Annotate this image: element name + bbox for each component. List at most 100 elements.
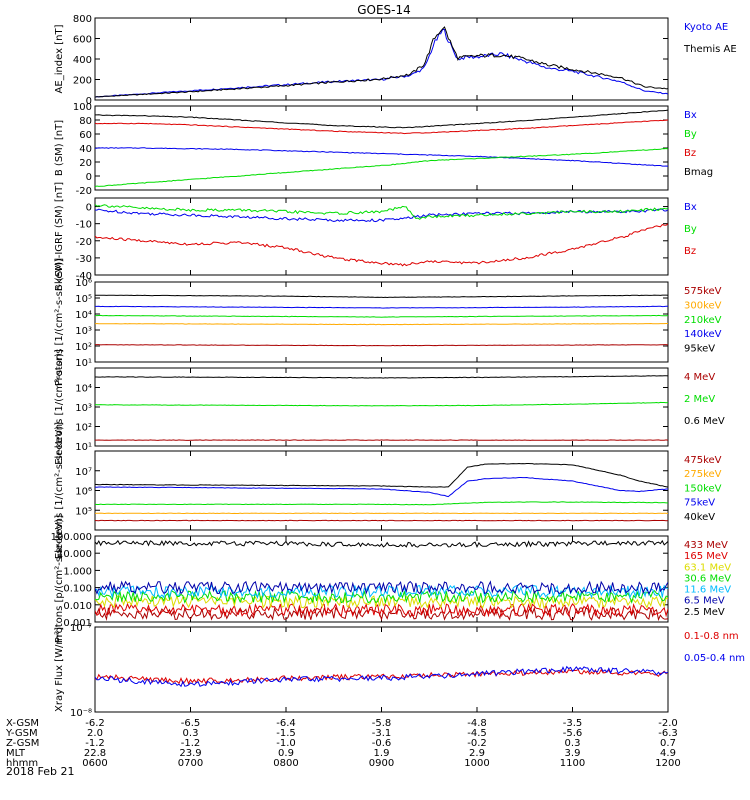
series-line-433-mev: [95, 606, 668, 622]
date-label: 2018 Feb 21: [6, 765, 74, 778]
legend: 0.1-0.8 nm 0.05-0.4 nm: [684, 631, 745, 664]
y-tick-label: 10⁵: [75, 506, 92, 517]
y-tick-label: 10.000: [57, 549, 92, 560]
y-axis-label: Protons [1/(cm²-s-sr-keV)]: [54, 258, 65, 386]
y-tick-label: 0: [86, 203, 92, 214]
legend: 4 MeV 2 MeV 0.6 MeV: [684, 372, 725, 427]
y-tick-label: 0.001: [63, 618, 92, 629]
x-ticks: [94, 18, 669, 100]
y-tick-label: 10⁴: [75, 384, 92, 395]
series-line-6-5-mev: [95, 580, 668, 595]
panel-frame: [94, 17, 669, 101]
ephemeris-row-label: MLT: [6, 748, 26, 759]
legend-entry: Bz: [684, 148, 696, 159]
y-tick-label: 0: [86, 96, 92, 107]
series-line-by: [95, 204, 668, 220]
ephemeris-value: -5.8: [372, 718, 392, 729]
legend-entry: 0.1-0.8 nm: [684, 631, 739, 642]
series-line-themis-ae: [95, 26, 668, 98]
series-line-bz: [95, 119, 668, 135]
ephemeris-row-label: X-GSM: [6, 718, 39, 729]
legend-entry: 0.6 MeV: [684, 416, 725, 427]
ephemeris-value: -0.2: [467, 738, 487, 749]
y-tick-label: 1.000: [63, 566, 92, 577]
y-tick-label: 0.010: [63, 601, 92, 612]
legend-entry: Bmag: [684, 167, 713, 178]
y-axis-label: Electrons [1/(cm²-s-sr-keV)]: [54, 422, 65, 559]
y-tick-label: 400: [73, 55, 92, 66]
y-ticks: 10⁵ 10⁶ 10⁷: [75, 467, 668, 517]
ephemeris-value: 0700: [178, 758, 203, 769]
legend-entry: 165 MeV: [684, 551, 728, 562]
legend-entry: Bx: [684, 110, 697, 121]
y-axis-label: B (SM) [nT]: [54, 120, 65, 176]
y-axis-label: Electrons [1/(cm²-s-sr)]: [54, 349, 65, 465]
y-tick-label: 40: [79, 144, 92, 155]
ephemeris-value: 3.9: [565, 748, 581, 759]
y-tick-label: 10³: [75, 326, 92, 337]
panel-frame: [94, 281, 669, 363]
x-ticks: [94, 198, 669, 275]
panel-7: 0.001 0.010 0.100 1.000 10.000 100.000Protons…: [51, 515, 732, 643]
ephemeris-value: -2.0: [658, 718, 678, 729]
ephemeris-row-label: Y-GSM: [5, 728, 38, 739]
legend-entry: 433 MeV: [684, 540, 728, 551]
y-tick-label: 10¹: [75, 358, 92, 369]
legend-entry: 2 MeV: [684, 394, 715, 405]
y-tick-label: 100.000: [51, 532, 92, 543]
y-axis-label: B (SM)-IGRF (SM) [nT]: [54, 182, 65, 291]
ephemeris-row-label: hhmm: [6, 758, 38, 769]
y-ticks: 10¹ 10² 10³ 10⁴ 10⁵ 10⁶: [75, 278, 668, 369]
ephemeris-value: -1.2: [181, 738, 201, 749]
legend-entry: By: [684, 224, 697, 235]
y-tick-label: 600: [73, 35, 92, 46]
y-tick-label: 100: [73, 102, 92, 113]
series-line-4-mev: [95, 439, 668, 441]
ephemeris-value: 0.7: [660, 738, 676, 749]
ephemeris-value: -3.5: [563, 718, 583, 729]
legend: Kyoto AE Themis AE: [683, 22, 737, 55]
panel-2: -20 0 20 40 60 80 100 B (SM) [nT] Bx By Bz Bmag: [54, 102, 713, 197]
ephemeris-value: 0600: [82, 758, 107, 769]
series-line-575kev: [95, 344, 668, 347]
legend: Bx By Bz Bmag: [684, 110, 713, 178]
y-tick-label: -30: [76, 254, 92, 265]
series-line-165-mev: [95, 602, 668, 618]
panel-8: 10⁻⁸ 10⁻⁷ Xray Flux [W/m²] 0.1-0.8 nm 0.05-0…: [54, 623, 745, 719]
y-ticks: 10¹ 10² 10³ 10⁴: [75, 384, 668, 453]
y-tick-label: 10³: [75, 403, 92, 414]
y-tick-label: 200: [73, 76, 92, 87]
legend-entry: Bx: [684, 202, 697, 213]
y-tick-label: 10²: [75, 423, 92, 434]
ephemeris-value: 1.9: [374, 748, 390, 759]
legend-entry: 2.5 MeV: [684, 607, 725, 618]
legend-entry: 63.1 MeV: [684, 562, 731, 573]
legend-entry: 150keV: [684, 483, 722, 494]
legend-entry: 40keV: [684, 512, 715, 523]
legend-entry: 140keV: [684, 329, 722, 340]
y-tick-label: -20: [76, 186, 92, 197]
y-tick-label: -40: [76, 271, 92, 282]
y-tick-label: 10⁴: [75, 310, 92, 321]
ephemeris-value: -1.2: [85, 738, 105, 749]
ephemeris-value: 0.9: [278, 748, 294, 759]
series-line-bz: [95, 223, 668, 267]
series-line-63-1-mev: [95, 594, 668, 610]
ephemeris-value: 0.3: [565, 738, 581, 749]
series-line-2-mev: [95, 401, 668, 407]
series-line-475kev: [95, 519, 668, 522]
series-line-0-1-0-8-nm: [95, 668, 668, 685]
legend-entry: 210keV: [684, 315, 722, 326]
y-axis-label: Protons [p/(cm²-s-sr-keV)]: [54, 515, 65, 643]
legend-entry: 11.6 MeV: [684, 585, 731, 596]
ephemeris-value: 1100: [560, 758, 585, 769]
y-tick-label: -10: [76, 220, 92, 231]
panel-frame: [94, 367, 669, 447]
y-tick-label: 60: [79, 130, 92, 141]
ephemeris-value: -5.6: [563, 728, 583, 739]
legend-entry: Themis AE: [683, 44, 737, 55]
x-ticks: [94, 627, 669, 712]
ephemeris-value: -1.5: [276, 728, 296, 739]
ephemeris-value: -4.5: [467, 728, 487, 739]
x-ticks: [94, 282, 669, 362]
